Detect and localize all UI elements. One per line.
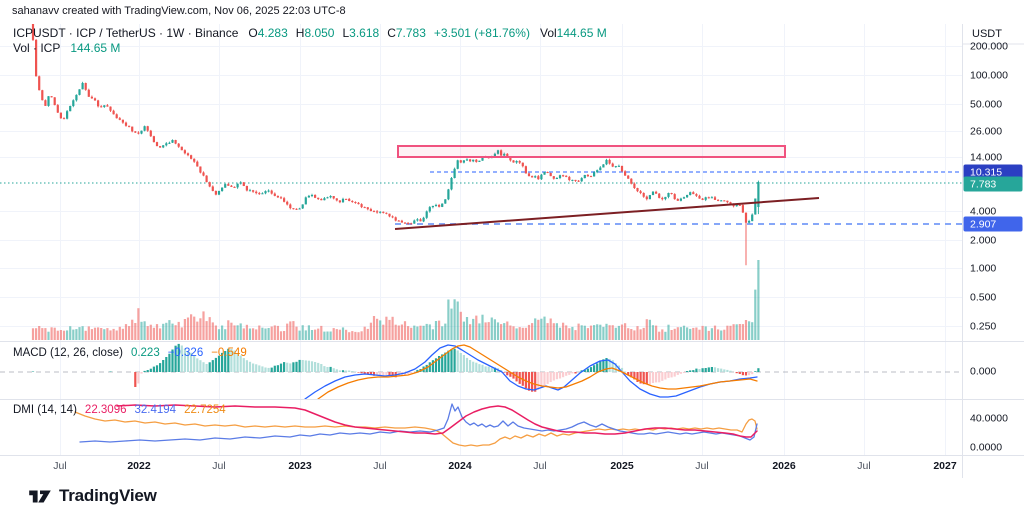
volume-value: Vol144.65 M xyxy=(539,26,607,40)
dmi-adx-value: 22.3096 xyxy=(84,404,127,416)
price-badge xyxy=(963,216,1023,232)
ohlc-low: L3.618 xyxy=(342,26,380,40)
tradingview-logo-text: TradingView xyxy=(59,486,157,505)
ohlc-open: O4.283 xyxy=(248,26,288,40)
svg-text:50.000: 50.000 xyxy=(970,99,1002,111)
svg-text:40.0000: 40.0000 xyxy=(970,413,1008,425)
svg-text:Jul: Jul xyxy=(212,460,225,472)
volume-legend: Vol · ICP 144.65 M xyxy=(13,41,120,55)
svg-text:2024: 2024 xyxy=(448,460,472,472)
svg-text:Jul: Jul xyxy=(695,460,708,472)
grid-lines xyxy=(0,24,962,456)
svg-text:2.907: 2.907 xyxy=(970,219,996,231)
dmi-pane xyxy=(74,403,758,447)
dmi-title[interactable]: DMI (14, 14) xyxy=(13,404,77,416)
svg-text:2027: 2027 xyxy=(933,460,957,472)
dmi-minus-value: 22.7254 xyxy=(184,404,226,416)
resistance-zone-rect xyxy=(397,145,786,158)
svg-text:7.783: 7.783 xyxy=(970,179,996,191)
svg-text:2.000: 2.000 xyxy=(970,235,996,247)
svg-text:Jul: Jul xyxy=(533,460,546,472)
dmi-plus-value: 32.4194 xyxy=(134,404,177,416)
macd-line-value: −0.326 xyxy=(167,347,204,359)
change-value: +3.501 (+81.76%) xyxy=(433,26,530,40)
macd-pane xyxy=(0,343,962,399)
volume-legend-title[interactable]: Vol · ICP xyxy=(13,41,61,55)
svg-text:26.000: 26.000 xyxy=(970,126,1002,138)
svg-text:200.000: 200.000 xyxy=(970,41,1008,53)
svg-text:4.000: 4.000 xyxy=(970,206,996,218)
tradingview-logo[interactable]: TradingView xyxy=(28,486,157,506)
attribution-text: sahanavv created with TradingView.com, N… xyxy=(12,5,346,17)
svg-text:2023: 2023 xyxy=(288,460,312,472)
price-badge xyxy=(963,164,1023,180)
svg-text:0.000: 0.000 xyxy=(970,366,996,378)
volume-bars xyxy=(31,260,760,340)
svg-text:0.0000: 0.0000 xyxy=(970,442,1002,454)
support-trendline xyxy=(394,197,820,230)
price-badge xyxy=(963,176,1023,192)
svg-text:Jul: Jul xyxy=(857,460,870,472)
svg-text:Jul: Jul xyxy=(373,460,386,472)
svg-text:0.500: 0.500 xyxy=(970,292,996,304)
svg-text:0.250: 0.250 xyxy=(970,321,996,333)
volume-legend-value: 144.65 M xyxy=(70,41,121,55)
svg-text:100.000: 100.000 xyxy=(970,70,1008,82)
currency-label: USDT xyxy=(972,28,1002,40)
symbol-title[interactable]: ICPUSDT · ICP / TetherUS · 1W · Binance xyxy=(13,26,239,40)
macd-legend: MACD (12, 26, close) 0.223 −0.326 −0.549 xyxy=(13,347,247,359)
svg-text:1.000: 1.000 xyxy=(970,263,996,275)
time-axis[interactable]: Jul 2022 Jul 2023 Jul 2024 Jul 2025 Jul 2026 Jul 20… xyxy=(53,460,957,472)
macd-hist-value: 0.223 xyxy=(130,347,160,359)
symbol-legend: ICPUSDT · ICP / TetherUS · 1W · Binance O… xyxy=(13,26,615,40)
svg-text:2026: 2026 xyxy=(772,460,796,472)
chart-drawings[interactable] xyxy=(0,171,962,225)
svg-text:10.315: 10.315 xyxy=(970,167,1002,179)
macd-signal-value: −0.549 xyxy=(211,347,247,359)
drawing-overlays[interactable] xyxy=(394,145,820,230)
svg-text:Jul: Jul xyxy=(53,460,66,472)
ohlc-high: H8.050 xyxy=(295,26,335,40)
svg-text:2022: 2022 xyxy=(127,460,151,472)
dmi-legend: DMI (14, 14) 22.3096 32.4194 22.7254 xyxy=(13,404,226,416)
svg-text:2025: 2025 xyxy=(610,460,634,472)
ohlc-close: C7.783 xyxy=(387,26,426,40)
candlestick-series xyxy=(31,24,760,266)
svg-text:14.000: 14.000 xyxy=(970,152,1002,164)
macd-title[interactable]: MACD (12, 26, close) xyxy=(13,347,123,359)
tradingview-logo-icon xyxy=(29,490,51,502)
pane-separators xyxy=(0,24,1024,478)
